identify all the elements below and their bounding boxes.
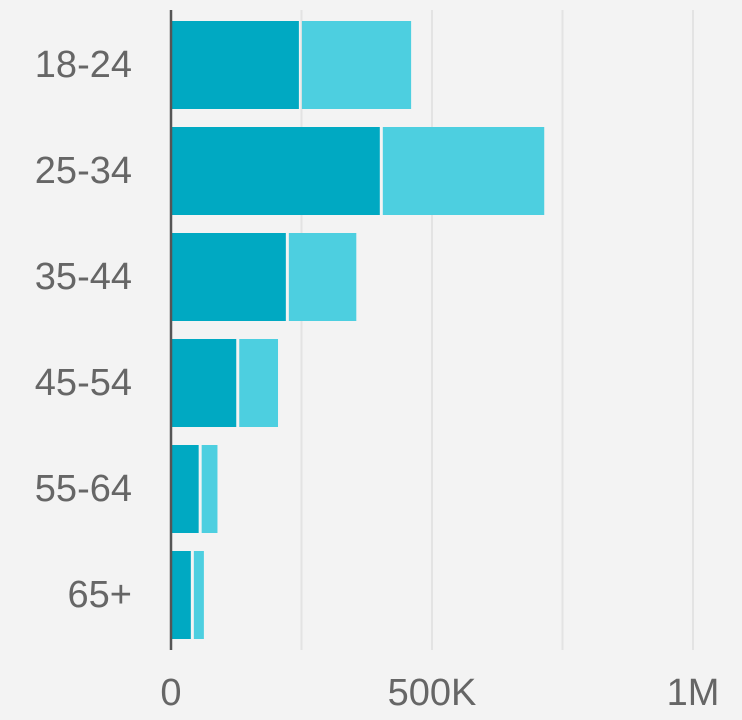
category-label: 18-24	[35, 44, 132, 86]
bars	[171, 21, 545, 639]
bar-segment-25-34-s2[interactable]	[382, 127, 545, 215]
bar-segment-35-44-s2[interactable]	[288, 233, 357, 321]
category-label: 65+	[68, 574, 132, 616]
axes: 18-24 25-34 35-44 45-54 55-64 65+ 0 500K 1M	[35, 10, 720, 714]
x-tick-label: 0	[160, 672, 181, 714]
bar-segment-65plus-s1[interactable]	[171, 551, 191, 639]
bar-segment-35-44-s1[interactable]	[171, 233, 286, 321]
bar-segment-18-24-s1[interactable]	[171, 21, 299, 109]
category-label: 25-34	[35, 150, 132, 192]
x-tick-label: 1M	[667, 672, 720, 714]
category-label: 35-44	[35, 256, 132, 298]
bar-segment-45-54-s1[interactable]	[171, 339, 237, 427]
bar-segment-18-24-s2[interactable]	[301, 21, 412, 109]
bar-segment-45-54-s2[interactable]	[239, 339, 279, 427]
category-label: 55-64	[35, 468, 132, 510]
bar-segment-55-64-s2[interactable]	[201, 445, 218, 533]
bar-segment-65plus-s2[interactable]	[193, 551, 204, 639]
gridlines	[300, 10, 694, 650]
category-label: 45-54	[35, 362, 132, 404]
bar-segment-25-34-s1[interactable]	[171, 127, 380, 215]
x-tick-label: 500K	[388, 672, 477, 714]
bar-segment-55-64-s1[interactable]	[171, 445, 199, 533]
